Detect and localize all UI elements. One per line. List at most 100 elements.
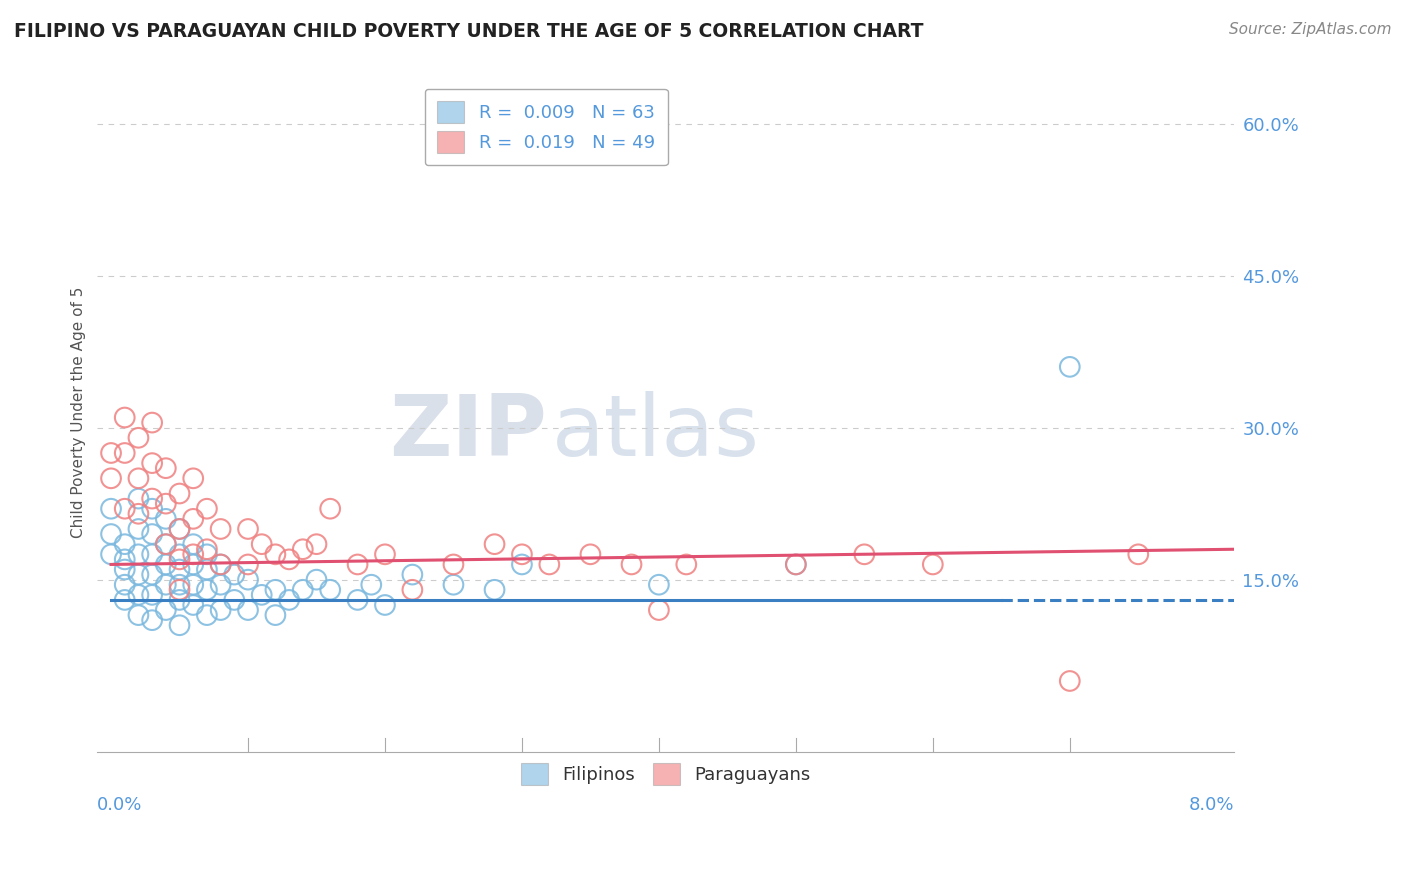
- Point: [443, 558, 465, 572]
- Point: [1128, 547, 1150, 561]
- Point: [114, 578, 136, 592]
- Point: [236, 603, 259, 617]
- Point: [127, 507, 149, 521]
- Point: [209, 522, 232, 536]
- Point: [169, 618, 191, 632]
- Point: [181, 512, 204, 526]
- Point: [785, 558, 807, 572]
- Point: [114, 446, 136, 460]
- Point: [921, 558, 943, 572]
- Point: [278, 552, 301, 566]
- Point: [785, 558, 807, 572]
- Point: [100, 501, 122, 516]
- Text: Source: ZipAtlas.com: Source: ZipAtlas.com: [1229, 22, 1392, 37]
- Point: [155, 537, 177, 551]
- Point: [127, 588, 149, 602]
- Point: [141, 588, 163, 602]
- Point: [155, 461, 177, 475]
- Point: [141, 491, 163, 506]
- Point: [169, 522, 191, 536]
- Point: [169, 582, 191, 597]
- Point: [169, 486, 191, 500]
- Point: [484, 537, 506, 551]
- Point: [141, 501, 163, 516]
- Point: [264, 582, 287, 597]
- Point: [127, 431, 149, 445]
- Point: [374, 547, 396, 561]
- Point: [209, 558, 232, 572]
- Point: [264, 608, 287, 623]
- Point: [675, 558, 697, 572]
- Point: [346, 593, 368, 607]
- Point: [141, 456, 163, 470]
- Point: [319, 501, 342, 516]
- Point: [127, 608, 149, 623]
- Point: [510, 547, 533, 561]
- Point: [374, 598, 396, 612]
- Point: [360, 578, 382, 592]
- Point: [181, 537, 204, 551]
- Text: 0.0%: 0.0%: [97, 796, 143, 814]
- Point: [209, 558, 232, 572]
- Point: [236, 558, 259, 572]
- Point: [195, 608, 218, 623]
- Point: [195, 562, 218, 576]
- Point: [141, 527, 163, 541]
- Point: [264, 547, 287, 561]
- Point: [127, 471, 149, 485]
- Point: [278, 593, 301, 607]
- Point: [114, 562, 136, 576]
- Point: [141, 567, 163, 582]
- Point: [195, 582, 218, 597]
- Point: [114, 593, 136, 607]
- Point: [648, 578, 671, 592]
- Text: ZIP: ZIP: [388, 392, 547, 475]
- Point: [401, 567, 423, 582]
- Point: [141, 613, 163, 627]
- Point: [155, 578, 177, 592]
- Point: [181, 558, 204, 572]
- Point: [155, 497, 177, 511]
- Point: [181, 471, 204, 485]
- Text: atlas: atlas: [553, 392, 761, 475]
- Point: [195, 542, 218, 557]
- Point: [127, 567, 149, 582]
- Point: [127, 491, 149, 506]
- Text: 8.0%: 8.0%: [1188, 796, 1234, 814]
- Point: [195, 501, 218, 516]
- Point: [155, 537, 177, 551]
- Point: [620, 558, 643, 572]
- Point: [401, 582, 423, 597]
- Point: [291, 542, 314, 557]
- Y-axis label: Child Poverty Under the Age of 5: Child Poverty Under the Age of 5: [72, 286, 86, 538]
- Point: [538, 558, 561, 572]
- Point: [305, 573, 328, 587]
- Point: [236, 522, 259, 536]
- Point: [127, 547, 149, 561]
- Point: [579, 547, 602, 561]
- Point: [319, 582, 342, 597]
- Point: [224, 593, 246, 607]
- Point: [141, 416, 163, 430]
- Point: [346, 558, 368, 572]
- Point: [209, 578, 232, 592]
- Point: [100, 547, 122, 561]
- Point: [169, 522, 191, 536]
- Point: [114, 552, 136, 566]
- Text: FILIPINO VS PARAGUAYAN CHILD POVERTY UNDER THE AGE OF 5 CORRELATION CHART: FILIPINO VS PARAGUAYAN CHILD POVERTY UND…: [14, 22, 924, 41]
- Point: [291, 582, 314, 597]
- Point: [1059, 359, 1081, 374]
- Point: [169, 562, 191, 576]
- Point: [100, 471, 122, 485]
- Point: [250, 588, 273, 602]
- Point: [169, 547, 191, 561]
- Point: [114, 410, 136, 425]
- Point: [100, 446, 122, 460]
- Point: [169, 578, 191, 592]
- Point: [648, 603, 671, 617]
- Point: [181, 547, 204, 561]
- Point: [209, 603, 232, 617]
- Point: [195, 547, 218, 561]
- Point: [484, 582, 506, 597]
- Point: [236, 573, 259, 587]
